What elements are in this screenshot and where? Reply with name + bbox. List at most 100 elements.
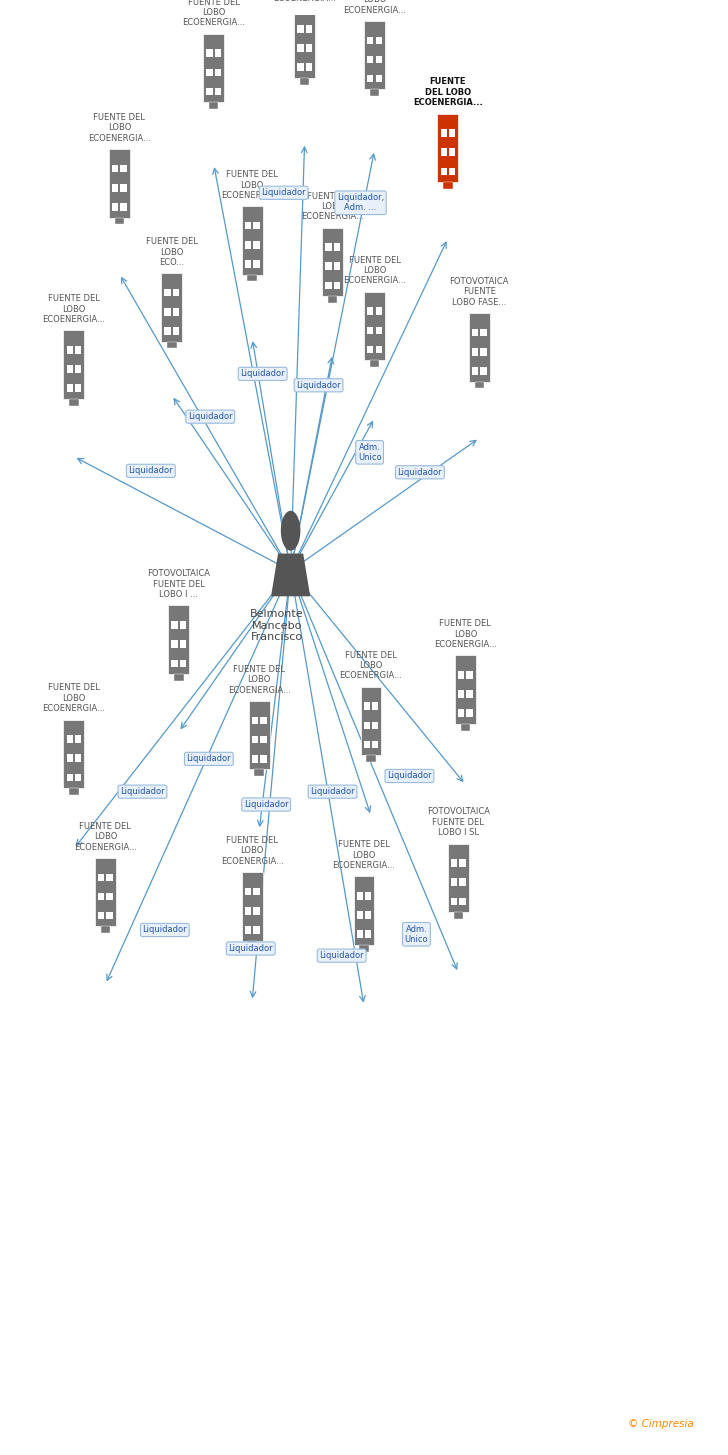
Bar (75, 755, 82, 762)
Bar (367, 346, 373, 354)
Text: Liquidador: Liquidador (296, 381, 341, 390)
Bar (67, 755, 73, 762)
Bar (367, 307, 373, 316)
Bar (95, 858, 116, 927)
Text: Liquidador: Liquidador (320, 952, 364, 960)
Bar (248, 940, 257, 947)
Bar (75, 735, 82, 744)
Bar (475, 381, 484, 388)
Bar (98, 912, 104, 920)
Bar (260, 736, 266, 744)
Bar (367, 55, 373, 63)
Bar (365, 892, 371, 899)
Bar (325, 282, 331, 290)
Bar (372, 703, 379, 710)
Text: FUENTE DEL
LOBO
ECOENERGIA...: FUENTE DEL LOBO ECOENERGIA... (339, 650, 403, 681)
Bar (252, 717, 258, 725)
Bar (75, 774, 82, 781)
Bar (458, 710, 464, 717)
Bar (253, 223, 259, 230)
Bar (242, 207, 263, 275)
Bar (333, 243, 340, 250)
Bar (203, 33, 224, 102)
Text: FUENTE DEL
LOBO
ECOENERGIA...: FUENTE DEL LOBO ECOENERGIA... (343, 0, 406, 15)
Text: FUENTE DEL
LOBO
ECOENERGIA...: FUENTE DEL LOBO ECOENERGIA... (221, 837, 284, 866)
Bar (459, 898, 466, 905)
Bar (367, 36, 373, 44)
Bar (364, 703, 370, 710)
Bar (75, 346, 82, 354)
Bar (459, 879, 466, 886)
Bar (376, 327, 381, 335)
Circle shape (281, 511, 301, 550)
Bar (449, 167, 455, 175)
Bar (75, 384, 82, 391)
Text: Liquidador: Liquidador (120, 787, 165, 796)
Bar (458, 690, 464, 698)
Bar (67, 346, 73, 354)
Bar (333, 262, 340, 271)
Bar (364, 741, 370, 748)
Bar (451, 898, 457, 905)
Bar (207, 49, 213, 57)
Bar (172, 659, 178, 666)
Bar (365, 911, 371, 918)
Bar (472, 329, 478, 336)
Bar (467, 671, 472, 678)
Bar (207, 68, 213, 76)
Bar (367, 74, 373, 83)
Bar (455, 655, 476, 723)
Bar (297, 25, 304, 32)
Bar (376, 55, 381, 63)
Bar (63, 330, 84, 399)
Bar (376, 36, 381, 44)
Bar (165, 327, 171, 335)
Bar (215, 68, 221, 76)
Bar (75, 365, 82, 372)
Bar (357, 930, 363, 938)
Bar (454, 912, 463, 920)
Bar (253, 260, 259, 268)
Bar (440, 129, 447, 137)
Bar (357, 892, 363, 899)
Bar (297, 44, 304, 52)
Bar (364, 722, 370, 729)
Bar (112, 204, 119, 211)
Bar (167, 342, 176, 349)
Bar (367, 327, 373, 335)
Text: Liquidador: Liquidador (387, 771, 432, 780)
Bar (438, 113, 459, 182)
Bar (253, 906, 259, 915)
Bar (306, 44, 312, 52)
Bar (459, 860, 466, 867)
Bar (173, 290, 179, 297)
Bar (165, 290, 171, 297)
Bar (370, 361, 379, 367)
Bar (440, 148, 447, 156)
Polygon shape (271, 553, 310, 597)
Bar (120, 185, 127, 192)
Bar (360, 944, 368, 952)
Bar (449, 148, 455, 156)
Text: FUENTE DEL
LOBO
ECOENERGIA...: FUENTE DEL LOBO ECOENERGIA... (88, 113, 151, 143)
Bar (215, 87, 221, 95)
Text: Liquidador: Liquidador (240, 370, 285, 378)
Text: FUENTE DEL
LOBO
ECO...: FUENTE DEL LOBO ECO... (146, 237, 198, 266)
Bar (253, 927, 259, 934)
Text: Liquidador: Liquidador (244, 800, 288, 809)
Bar (469, 313, 490, 381)
Bar (245, 927, 251, 934)
Text: FUENTE
DEL LOBO
ECOENERGIA...: FUENTE DEL LOBO ECOENERGIA... (413, 77, 483, 108)
Bar (245, 906, 251, 915)
Bar (106, 873, 113, 882)
Bar (245, 260, 251, 268)
Bar (370, 89, 379, 96)
Bar (328, 295, 337, 303)
Bar (297, 64, 304, 71)
Bar (461, 723, 470, 730)
Text: FUENTE DEL
LOBO
ECOENERGIA...: FUENTE DEL LOBO ECOENERGIA... (434, 620, 496, 649)
Text: Liquidador: Liquidador (188, 412, 232, 420)
Text: Liquidador: Liquidador (229, 944, 273, 953)
Bar (472, 348, 478, 355)
Text: Liquidador: Liquidador (310, 787, 355, 796)
